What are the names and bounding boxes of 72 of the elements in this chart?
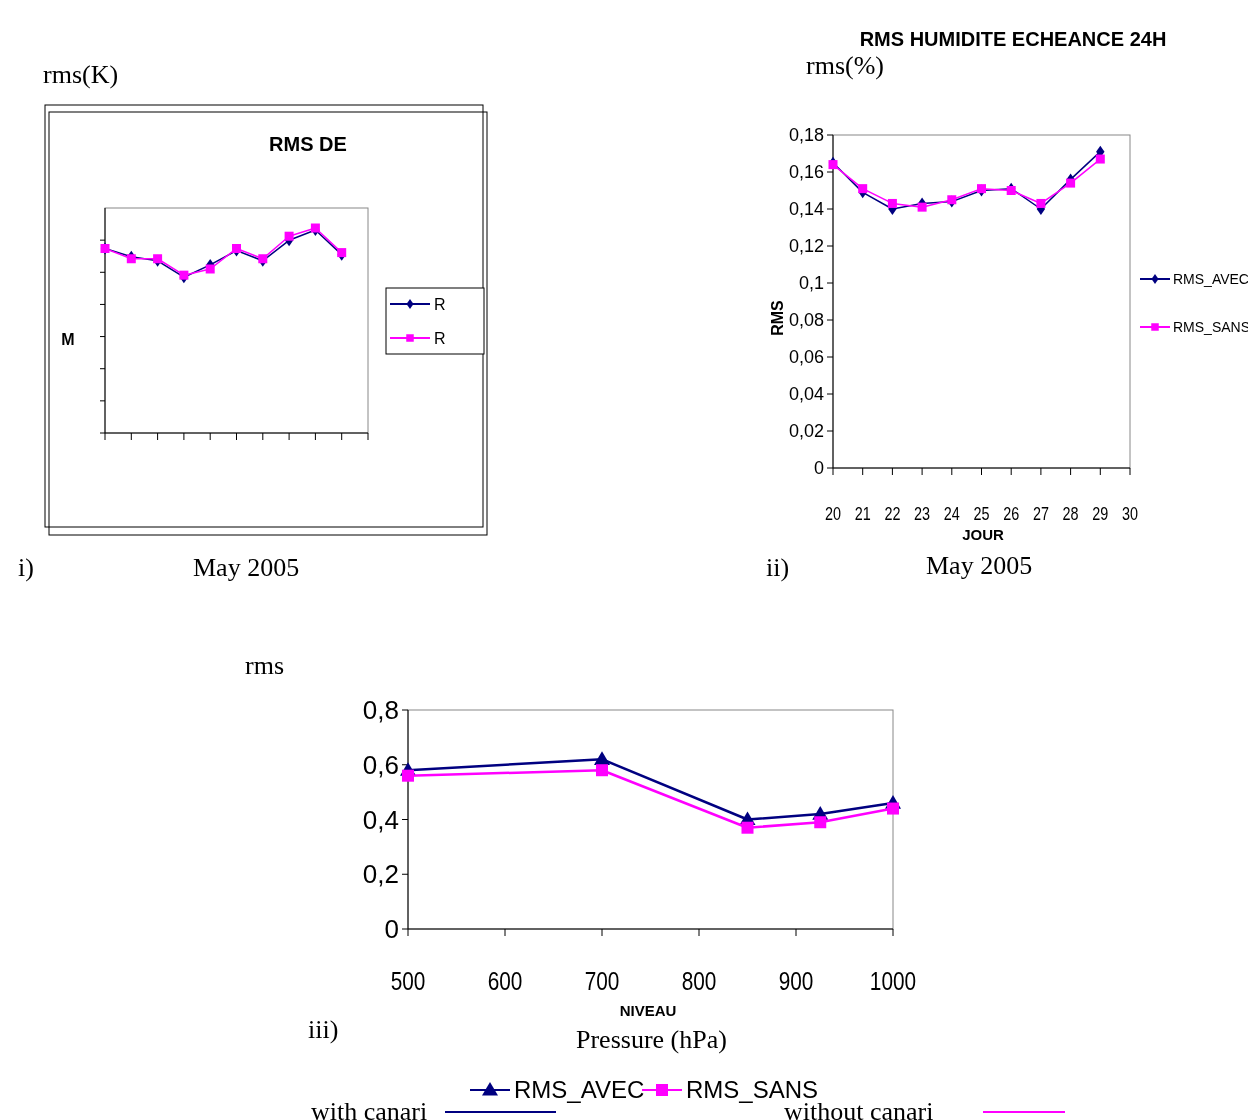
x-tick-label: 20	[824, 503, 842, 524]
y-tick-label: 0,02	[788, 421, 824, 442]
text: Pressure (hPa)	[576, 1025, 727, 1054]
point	[741, 821, 754, 834]
y-tick-label: 0,04	[788, 384, 824, 405]
x-tick-label: 30	[1121, 503, 1139, 524]
x-tick-label: 800	[681, 966, 717, 996]
point	[887, 198, 897, 208]
y-tick-label: 0,08	[788, 310, 824, 331]
y-tick-label: 0,06	[788, 347, 824, 368]
text: rms(K)	[43, 60, 119, 89]
y-tick-label: 0,14	[788, 199, 824, 220]
y-tick-label: 0	[813, 458, 824, 479]
point	[1036, 198, 1046, 208]
x-tick-label: 600	[487, 966, 523, 996]
y-tick-label: 0	[384, 914, 399, 945]
y-axis-title: RMS	[769, 299, 786, 336]
x-tick-label: 25	[973, 503, 990, 524]
y-tick-label: 0,8	[362, 695, 399, 726]
text: ii)	[766, 553, 790, 582]
y-tick-label: 0,2	[362, 859, 399, 890]
point	[310, 223, 320, 233]
point	[232, 244, 241, 253]
text: with canari	[311, 1097, 428, 1120]
x-tick-label: 28	[1062, 503, 1079, 524]
y-tick-label: 0,12	[788, 236, 824, 257]
point	[814, 816, 827, 829]
x-tick-label: 27	[1032, 503, 1049, 524]
y-tick-label: 0,18	[788, 125, 824, 146]
y-tick-label: 0,4	[362, 804, 399, 835]
x-tick-label: 24	[943, 503, 960, 524]
x-tick-label: 900	[778, 966, 814, 996]
point	[1066, 178, 1076, 188]
point	[1006, 186, 1016, 195]
chart-title: RMS DE	[269, 133, 347, 155]
legend-label: RMS_AVEC	[1173, 270, 1249, 287]
x-axis-title: JOUR	[962, 526, 1004, 543]
legend-label: R	[434, 329, 446, 347]
y-tick-label: 0,16	[788, 162, 824, 183]
x-axis-title: NIVEAU	[619, 1002, 677, 1019]
text: iii)	[308, 1015, 339, 1044]
y-axis-title: M	[61, 331, 75, 348]
point	[594, 751, 610, 765]
text: rms	[245, 651, 284, 680]
x-tick-label: 22	[884, 503, 901, 524]
point	[596, 764, 608, 777]
text: May 2005	[926, 551, 1033, 580]
point	[402, 769, 414, 782]
x-tick-label: 21	[854, 503, 871, 524]
legend-label: R	[434, 295, 446, 313]
x-tick-label: 23	[914, 503, 931, 524]
point	[284, 231, 294, 241]
point	[179, 270, 189, 280]
point	[126, 254, 136, 264]
legend-label: RMS_AVEC	[514, 1076, 645, 1104]
x-tick-label: 29	[1092, 503, 1109, 524]
x-tick-label: 500	[390, 966, 426, 996]
y-tick-label: 0,6	[362, 749, 399, 780]
point	[828, 160, 838, 170]
point	[887, 802, 899, 815]
x-tick-label: 26	[1003, 503, 1020, 524]
y-tick-label: 0,1	[798, 273, 824, 294]
point	[858, 184, 868, 194]
point	[917, 202, 927, 212]
text: May 2005	[193, 553, 300, 582]
text: i)	[18, 553, 34, 582]
x-tick-label: 1000	[869, 966, 917, 996]
x-tick-label: 700	[584, 966, 620, 996]
text: rms(%)	[806, 51, 884, 80]
point	[1095, 154, 1105, 164]
chart-title: RMS HUMIDITE ECHEANCE 24H	[859, 28, 1167, 50]
point	[205, 264, 215, 274]
